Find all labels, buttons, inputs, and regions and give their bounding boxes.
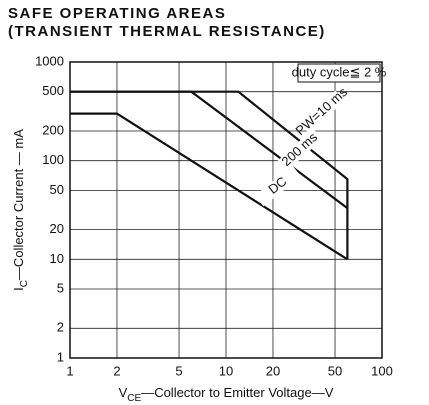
- annotation-box: [297, 63, 381, 83]
- y-tick-label: 10: [50, 251, 64, 266]
- series-label-bg: [254, 165, 302, 207]
- x-tick-label: 20: [266, 363, 280, 378]
- plot-frame: [69, 61, 383, 359]
- chart-subtitle: (TRANSIENT THERMAL RESISTANCE): [8, 23, 326, 40]
- x-axis-label: VCE—Collector to Emitter Voltage—V: [119, 385, 334, 403]
- series-line: [70, 112, 348, 261]
- y-tick-label: 5: [57, 280, 64, 295]
- y-tick-label: 1000: [35, 53, 64, 68]
- x-tick-label: 50: [328, 363, 342, 378]
- chart-title: SAFE OPERATING AREAS: [8, 5, 226, 22]
- y-tick-label: 20: [50, 221, 64, 236]
- x-tick-label: 100: [371, 363, 393, 378]
- y-tick-label: 50: [50, 182, 64, 197]
- annotation: duty cycle≦ 2 %: [292, 64, 387, 79]
- y-tick-label: 100: [42, 152, 64, 167]
- x-tick-label: 10: [219, 363, 233, 378]
- x-tick-label: 1: [66, 363, 73, 378]
- x-tick-label: 2: [113, 363, 120, 378]
- y-tick-label: 500: [42, 83, 64, 98]
- series-label-bg: [277, 128, 323, 172]
- x-tick-label: 5: [175, 363, 182, 378]
- series-label-bg: [299, 90, 345, 134]
- y-tick-label: 200: [42, 122, 64, 137]
- y-axis-label: IC—Collector Current — mA: [11, 129, 29, 291]
- y-tick-label: 1: [57, 349, 64, 364]
- y-tick-label: 2: [57, 320, 64, 335]
